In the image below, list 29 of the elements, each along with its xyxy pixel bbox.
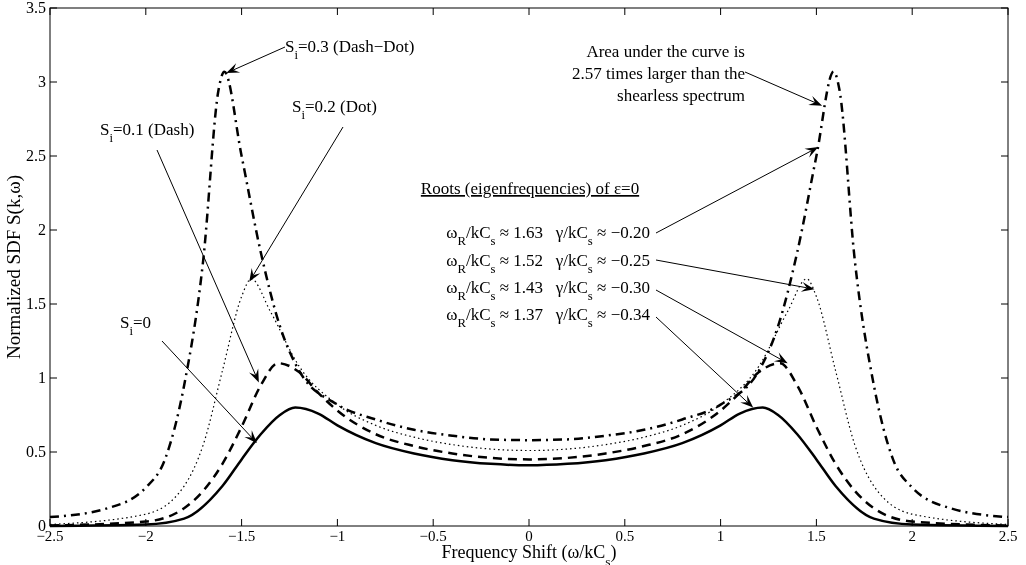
annotation: Roots (eigenfrequencies) of ε=0: [420, 179, 640, 198]
y-tick-label: 1.5: [26, 295, 46, 312]
annotation: ω$_{R}$/kC$_{s}$ ≈ 1.63 γ/kC$_{s}$ ≈ −0.20: [446, 223, 650, 248]
annotation: S$_{i}$=0.2 (Dot): [292, 97, 377, 122]
x-tick-label: 2.5: [998, 528, 1018, 544]
annotation: ω$_{R}$/kC$_{s}$ ≈ 1.52 γ/kC$_{s}$ ≈ −0.25: [446, 251, 650, 276]
y-tick-label: 0.5: [26, 443, 46, 460]
annotation: ω$_{R}$/kC$_{s}$ ≈ 1.37 γ/kC$_{s}$ ≈ −0.34: [446, 305, 651, 330]
x-tick-label: −1.5: [227, 528, 256, 544]
annotation: S$_{i}$=0.3 (Dash−Dot): [285, 37, 415, 62]
annotation: Area under the curve is 2.57 times larger than the shearless spectrum: [572, 42, 745, 105]
x-tick-label: 1.5: [807, 528, 826, 544]
x-tick-label: −1: [329, 528, 346, 544]
annotation: ω$_{R}$/kC$_{s}$ ≈ 1.43 γ/kC$_{s}$ ≈ −0.30: [446, 278, 650, 303]
annotation: S$_{i}$=0.1 (Dash): [100, 120, 195, 145]
y-tick-label: 3.5: [26, 0, 46, 16]
y-tick-label: 1: [38, 369, 46, 386]
y-axis-title: Normalized SDF S(k,ω): [3, 174, 25, 360]
y-tick-label: 2: [38, 221, 46, 238]
y-tick-label: 3: [38, 73, 46, 90]
x-tick-label: 1: [716, 528, 725, 544]
x-tick-label: 0: [525, 528, 533, 544]
y-tick-label: 2.5: [26, 147, 46, 164]
x-tick-label: 2: [908, 528, 916, 544]
x-axis-title: Frequency Shift (ω/kC$_{s}$): [441, 542, 617, 565]
annotation: S$_{i}$=0: [120, 313, 152, 338]
x-tick-label: −2: [137, 528, 154, 544]
x-tick-label: −0.5: [419, 528, 447, 544]
x-tick-label: 0.5: [615, 528, 635, 544]
